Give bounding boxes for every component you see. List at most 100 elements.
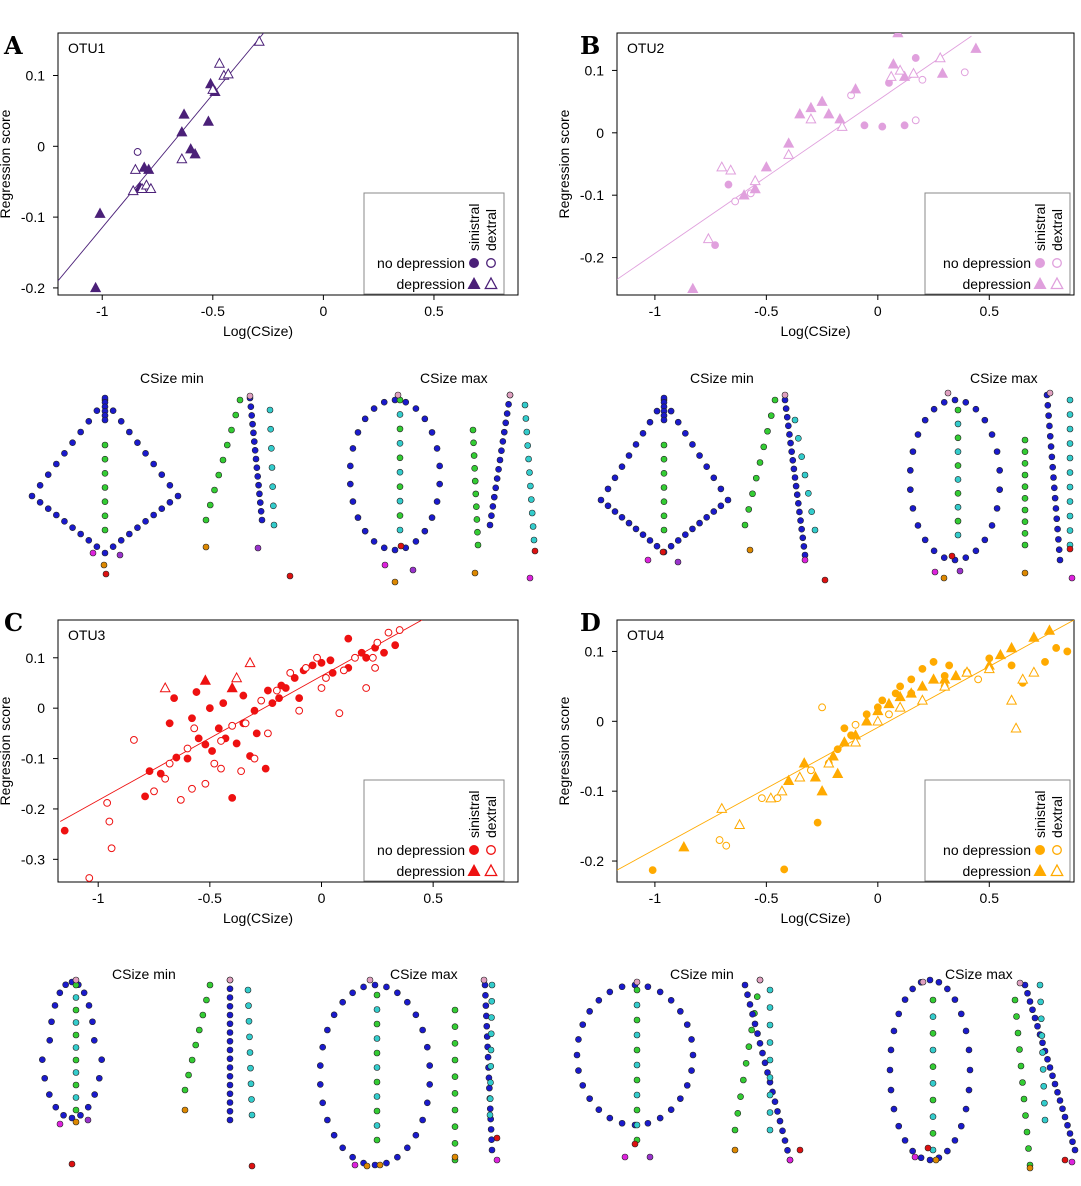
outline-landmark [354,429,362,436]
midline-landmark [633,1001,641,1009]
lateral-landmark [731,1126,739,1134]
y-tick-label: 0.1 [26,650,46,666]
outline-landmark [44,505,52,512]
landmark-point [659,548,667,556]
point-dextral-depression [222,68,234,79]
outline-landmark [595,1106,603,1114]
landmark-point [731,1146,739,1154]
lateral-landmark [798,525,805,533]
landmark-point [919,978,927,986]
lateral-landmark [248,1111,256,1119]
midline-landmark [929,1063,937,1070]
midline-landmark [633,1121,641,1129]
outline-landmark [639,531,647,538]
lateral-landmark [1041,1099,1048,1107]
outline-landmark [150,511,157,519]
point-sinistral-no-depression [261,764,270,773]
outline-landmark [421,415,429,423]
legend-symbol-sinistral-depression [467,863,481,876]
midline-landmark [954,406,962,414]
point-sinistral-depression [678,841,690,852]
outline-landmark [412,538,420,545]
point-sinistral-no-depression [194,734,203,743]
lateral-landmark [267,425,274,433]
outline-landmark [575,1067,582,1074]
point-dextral-depression [939,680,951,691]
point-dextral-no-depression [165,759,174,768]
point-sinistral-depression [783,774,795,785]
landmark-point [394,391,402,399]
outline-landmark [85,537,93,544]
lateral-landmark [1034,1022,1041,1030]
y-tick-label: 0 [596,713,604,729]
panel-letter-c: C [4,608,23,637]
outline-landmark [117,537,125,544]
point-dextral-no-depression [395,626,404,634]
point-sinistral-no-depression [156,769,165,778]
lateral-landmark [766,1056,774,1064]
outline-landmark [639,430,647,437]
lateral-landmark [247,1064,254,1072]
outline-landmark [901,1137,909,1144]
lateral-landmark [790,465,798,473]
point-dextral-no-depression [190,724,199,733]
lateral-landmark [766,1039,774,1046]
outline-landmark [683,1082,691,1089]
point-dextral-depression [145,182,157,194]
x-axis-label: Log(CSize) [780,910,850,926]
lateral-landmark [1066,411,1074,418]
point-dextral-no-depression [217,764,225,773]
plot-frame [616,619,1075,883]
outline-landmark [349,1153,356,1161]
y-tick-label: -0.1 [21,209,45,225]
outline-landmark [717,485,725,493]
point-sinistral-no-depression [295,694,304,702]
point-sinistral-depression [749,182,761,194]
lateral-landmark [451,1106,459,1114]
lateral-landmark [527,496,535,503]
lateral-landmark [451,1073,459,1080]
outline-landmark [428,514,436,521]
y-tick-label: -0.2 [21,280,45,296]
csize-max-label-d: CSize max [945,966,1013,982]
lateral-landmark [451,1040,459,1047]
point-sinistral-depression [994,648,1007,660]
landmark-point [644,556,652,564]
landmark-point [451,1153,459,1161]
lateral-landmark [248,412,256,419]
point-sinistral-no-depression [192,688,201,696]
point-dextral-no-depression [85,874,94,882]
point-dextral-no-depression [368,653,377,662]
lateral-landmark [256,490,263,498]
y-tick-label: 0 [37,138,45,154]
outline-landmark [28,492,36,500]
lateral-landmark [766,1021,774,1029]
midline-landmark [101,416,109,424]
lateral-landmark [1054,1088,1061,1096]
midline-landmark [396,512,404,519]
lateral-landmark [1041,1116,1049,1124]
lateral-landmark [799,534,807,542]
midline-landmark [396,526,404,534]
lateral-landmark [771,1098,779,1105]
lateral-landmark [1071,1146,1079,1154]
outline-landmark [689,525,696,533]
midline-landmark [954,434,962,442]
lateral-landmark [766,1126,774,1134]
lateral-landmark [785,422,792,430]
lateral-landmark [473,503,480,510]
outline-landmark [573,1051,581,1059]
point-sinistral-no-depression [172,753,181,762]
midline-landmark [72,1044,80,1051]
lateral-landmark [1064,1121,1071,1129]
x-tick-label: 0 [874,890,882,906]
landmark-point [246,392,254,400]
point-sinistral-depression [936,67,949,78]
scatter-plot-otu3: -1 -0.5 0 0.5 -0.3 -0.2 -0.1 0 0.1 Log(CSize) Regr… [0,619,519,926]
midline-landmark [929,1046,937,1054]
panel-letter-d: D [580,608,601,637]
outline-landmark [419,1026,426,1034]
landmark-point [1026,1164,1034,1172]
point-sinistral-no-depression [317,658,326,667]
outline-landmark [391,546,399,554]
